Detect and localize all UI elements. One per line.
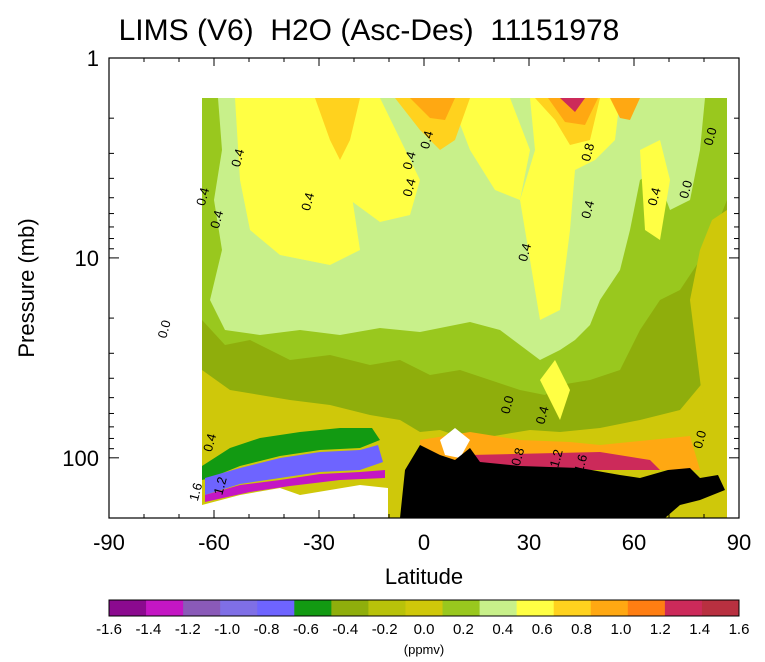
x-tick-label: 0 bbox=[418, 530, 430, 555]
colorbar-swatch bbox=[553, 600, 592, 616]
y-tick-label: 1 bbox=[87, 46, 99, 71]
colorbar-label: 0.0 bbox=[414, 621, 435, 638]
colorbar-swatch bbox=[146, 600, 184, 616]
y-tick-label: 100 bbox=[62, 446, 99, 471]
colorbar-label: 1.0 bbox=[610, 621, 631, 638]
colorbar-swatch bbox=[701, 600, 740, 616]
colorbar-swatch bbox=[331, 600, 369, 616]
contour-field bbox=[202, 98, 727, 518]
contour-label: 0.4 bbox=[400, 177, 419, 198]
field-yellow-4 bbox=[520, 98, 620, 320]
chart-title: LIMS (V6) H2O (Asc-Des) 11151978 bbox=[119, 14, 620, 47]
field-neg-1 bbox=[202, 428, 380, 480]
contour-label: 0.4 bbox=[207, 209, 226, 230]
colorbar-label: 0.8 bbox=[571, 621, 592, 638]
field-neg-2 bbox=[205, 445, 383, 495]
contour-label: 0.4 bbox=[200, 432, 219, 453]
contour-label: 0.0 bbox=[690, 429, 709, 450]
field-magenta-top bbox=[560, 98, 585, 112]
x-tick-label: 90 bbox=[727, 530, 751, 555]
contour-label: 0.0 bbox=[676, 179, 695, 200]
missing-left bbox=[202, 485, 388, 518]
colorbar-border bbox=[108, 599, 740, 617]
contour-label: 1.2 bbox=[211, 475, 230, 496]
colorbar-swatch bbox=[442, 600, 481, 616]
colorbar-swatch bbox=[183, 600, 221, 616]
contour-label: 0.4 bbox=[400, 150, 419, 171]
field-yellow-5 bbox=[640, 140, 670, 240]
field-yellow-3 bbox=[450, 98, 530, 200]
contour-label: 0.4 bbox=[515, 242, 534, 263]
field-yellow-6 bbox=[540, 360, 570, 420]
colorbar-swatch bbox=[368, 600, 406, 616]
contour-labels: 0.40.40.40.40.40.40.40.40.80.4 0.00.00.40… bbox=[155, 126, 720, 503]
field-neg-3 bbox=[205, 470, 385, 502]
colorbar-label: -0.8 bbox=[254, 621, 280, 638]
x-tick-label: 30 bbox=[517, 530, 541, 555]
colorbar-swatch bbox=[109, 600, 147, 616]
y-tick-label: 10 bbox=[75, 246, 99, 271]
x-ticks: -90 -60 -30 0 30 60 90 bbox=[93, 58, 751, 555]
colorbar-swatch bbox=[590, 600, 629, 616]
colorbar-label: 0.2 bbox=[453, 621, 474, 638]
contour-label: 0.8 bbox=[578, 142, 597, 163]
y-ticks: 1 10 100 bbox=[62, 46, 739, 471]
contour-label: 1.6 bbox=[571, 453, 590, 474]
y-axis-label: Pressure (mb) bbox=[14, 218, 39, 357]
field-pos-red bbox=[470, 452, 660, 470]
colorbar-swatch bbox=[257, 600, 295, 616]
colorbar-label: 0.4 bbox=[492, 621, 513, 638]
contour-label: 0.4 bbox=[193, 186, 212, 207]
contour-label: 0.0 bbox=[155, 318, 174, 339]
colorbar-swatch bbox=[479, 600, 518, 616]
colorbar-swatch bbox=[627, 600, 666, 616]
field-orange-5 bbox=[548, 98, 598, 125]
contour-label: 0.0 bbox=[498, 394, 517, 415]
colorbar-label: -0.2 bbox=[372, 621, 398, 638]
colorbar-label: -1.2 bbox=[175, 621, 201, 638]
colorbar-swatch bbox=[220, 600, 258, 616]
colorbar-swatch bbox=[664, 600, 703, 616]
missing-gap bbox=[440, 428, 470, 458]
colorbar-label: 1.6 bbox=[729, 621, 750, 638]
field-orange-3 bbox=[410, 98, 455, 120]
colorbar-swatch bbox=[405, 600, 444, 616]
x-tick-label: -30 bbox=[303, 530, 335, 555]
contour-label: 0.4 bbox=[578, 199, 597, 220]
x-tick-label: -90 bbox=[93, 530, 125, 555]
black-region bbox=[400, 445, 725, 518]
field-orange-2 bbox=[395, 98, 470, 150]
colorbar-label: -0.6 bbox=[293, 621, 319, 638]
colorbar-label: 1.4 bbox=[689, 621, 710, 638]
colorbar-label: 0.6 bbox=[532, 621, 553, 638]
contour-label: 1.6 bbox=[186, 481, 205, 502]
contour-label: 0.4 bbox=[533, 404, 552, 425]
x-tick-label: -60 bbox=[198, 530, 230, 555]
colorbar-swatch bbox=[294, 600, 332, 616]
colorbar-unit: (ppmv) bbox=[404, 642, 444, 657]
contour-label: 0.4 bbox=[645, 186, 664, 207]
colorbar-label: -0.4 bbox=[332, 621, 358, 638]
x-axis-label: Latitude bbox=[385, 564, 463, 589]
colorbar-label: -1.0 bbox=[214, 621, 240, 638]
contour-label: 0.0 bbox=[701, 126, 720, 147]
contour-label: 0.4 bbox=[298, 191, 317, 212]
colorbar: -1.6 -1.4 -1.2 -1.0 -0.8 -0.6 -0.4 -0.2 0.0 0.2 0.… bbox=[96, 599, 750, 638]
contour-label: 0.4 bbox=[228, 147, 247, 168]
contour-label: 0.4 bbox=[417, 129, 436, 150]
colorbar-label: -1.6 bbox=[96, 621, 122, 638]
x-tick-label: 60 bbox=[622, 530, 646, 555]
colorbar-label: -1.4 bbox=[135, 621, 161, 638]
contour-label: 1.2 bbox=[547, 448, 566, 469]
field-orange-6 bbox=[610, 98, 640, 120]
colorbar-label: 1.2 bbox=[650, 621, 671, 638]
contour-label: 0.8 bbox=[508, 446, 527, 467]
field-right-yellow bbox=[690, 210, 727, 420]
colorbar-swatch bbox=[516, 600, 555, 616]
field-orange-1 bbox=[315, 98, 360, 160]
